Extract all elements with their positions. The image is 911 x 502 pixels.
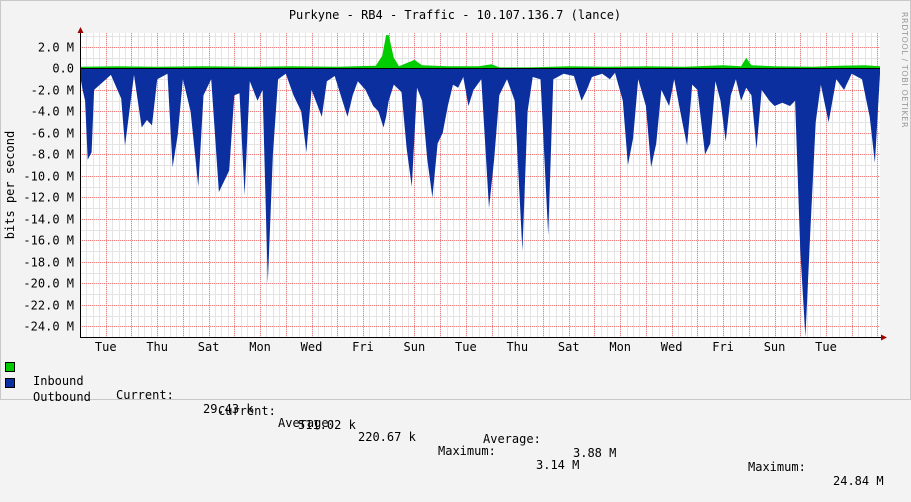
- x-tick-labels: Tue Thu Sat Mon Wed Fri Sun Tue Thu Sat Mon Wed Fri S…: [95, 340, 837, 354]
- x-tick-label: Tue: [455, 340, 477, 354]
- x-tick-label: Sun: [404, 340, 426, 354]
- y-tick-label: -22.0 M: [23, 299, 74, 313]
- y-tick-label: 0.0: [52, 62, 74, 76]
- legend-maximum-label: Maximum:: [748, 460, 806, 474]
- x-tick-label: Fri: [352, 340, 374, 354]
- inbound-swatch: [5, 362, 15, 372]
- watermark-text: RRDTOOL / TOBI OETIKER: [900, 12, 909, 128]
- legend-row-outbound: Outbound Current: 511.02 k Average: 3.88…: [18, 376, 884, 502]
- x-tick-label: Wed: [661, 340, 683, 354]
- y-tick-label: -6.0 M: [31, 127, 74, 141]
- legend-name: Outbound: [33, 390, 91, 404]
- y-tick-label: -4.0 M: [31, 105, 74, 119]
- outbound-swatch: [5, 378, 15, 388]
- legend-average-value: 3.88 M: [573, 446, 617, 460]
- y-tick-label: -2.0 M: [31, 84, 74, 98]
- legend-average-value: 220.67 k: [358, 430, 416, 444]
- legend-maximum-value: 24.84 M: [833, 474, 884, 488]
- y-tick-label: -8.0 M: [31, 148, 74, 162]
- x-tick-label: Tue: [95, 340, 117, 354]
- y-tick-label: -12.0 M: [23, 191, 74, 205]
- legend-maximum-label: Maximum:: [438, 444, 496, 458]
- plot-area: [77, 27, 887, 341]
- legend-maximum-value: 3.14 M: [536, 458, 580, 472]
- y-tick-label: -18.0 M: [23, 256, 74, 270]
- x-axis-arrow: [881, 334, 887, 341]
- legend-current-label: Current:: [218, 404, 276, 418]
- y-tick-label: 2.0 M: [38, 41, 74, 55]
- y-tick-label: -20.0 M: [23, 277, 74, 291]
- x-tick-label: Mon: [609, 340, 631, 354]
- x-tick-label: Thu: [506, 340, 528, 354]
- x-tick-label: Fri: [712, 340, 734, 354]
- y-axis-label: bits per second: [3, 131, 17, 239]
- legend-current-label: Current:: [116, 388, 174, 402]
- x-tick-label: Tue: [815, 340, 837, 354]
- chart-title: Purkyne - RB4 - Traffic - 10.107.136.7 (…: [289, 8, 621, 22]
- axes: [77, 27, 887, 341]
- x-tick-label: Sun: [764, 340, 786, 354]
- legend-current-value: 511.02 k: [298, 418, 356, 432]
- traffic-chart: Purkyne - RB4 - Traffic - 10.107.136.7 (…: [3, 8, 909, 354]
- x-tick-label: Thu: [146, 340, 168, 354]
- y-tick-label: -24.0 M: [23, 320, 74, 334]
- x-tick-label: Wed: [301, 340, 323, 354]
- legend-name: Inbound: [33, 374, 84, 388]
- legend-average-label: Average:: [483, 432, 541, 446]
- x-tick-label: Sat: [558, 340, 580, 354]
- y-tick-labels: 2.0 M 0.0 -2.0 M -4.0 M -6.0 M -8.0 M -10.0 M -…: [23, 41, 74, 334]
- y-axis-arrow: [77, 27, 84, 33]
- y-tick-label: -10.0 M: [23, 170, 74, 184]
- y-tick-label: -14.0 M: [23, 213, 74, 227]
- outbound-area: [80, 68, 880, 338]
- x-tick-label: Mon: [249, 340, 271, 354]
- y-tick-label: -16.0 M: [23, 234, 74, 248]
- x-tick-label: Sat: [198, 340, 220, 354]
